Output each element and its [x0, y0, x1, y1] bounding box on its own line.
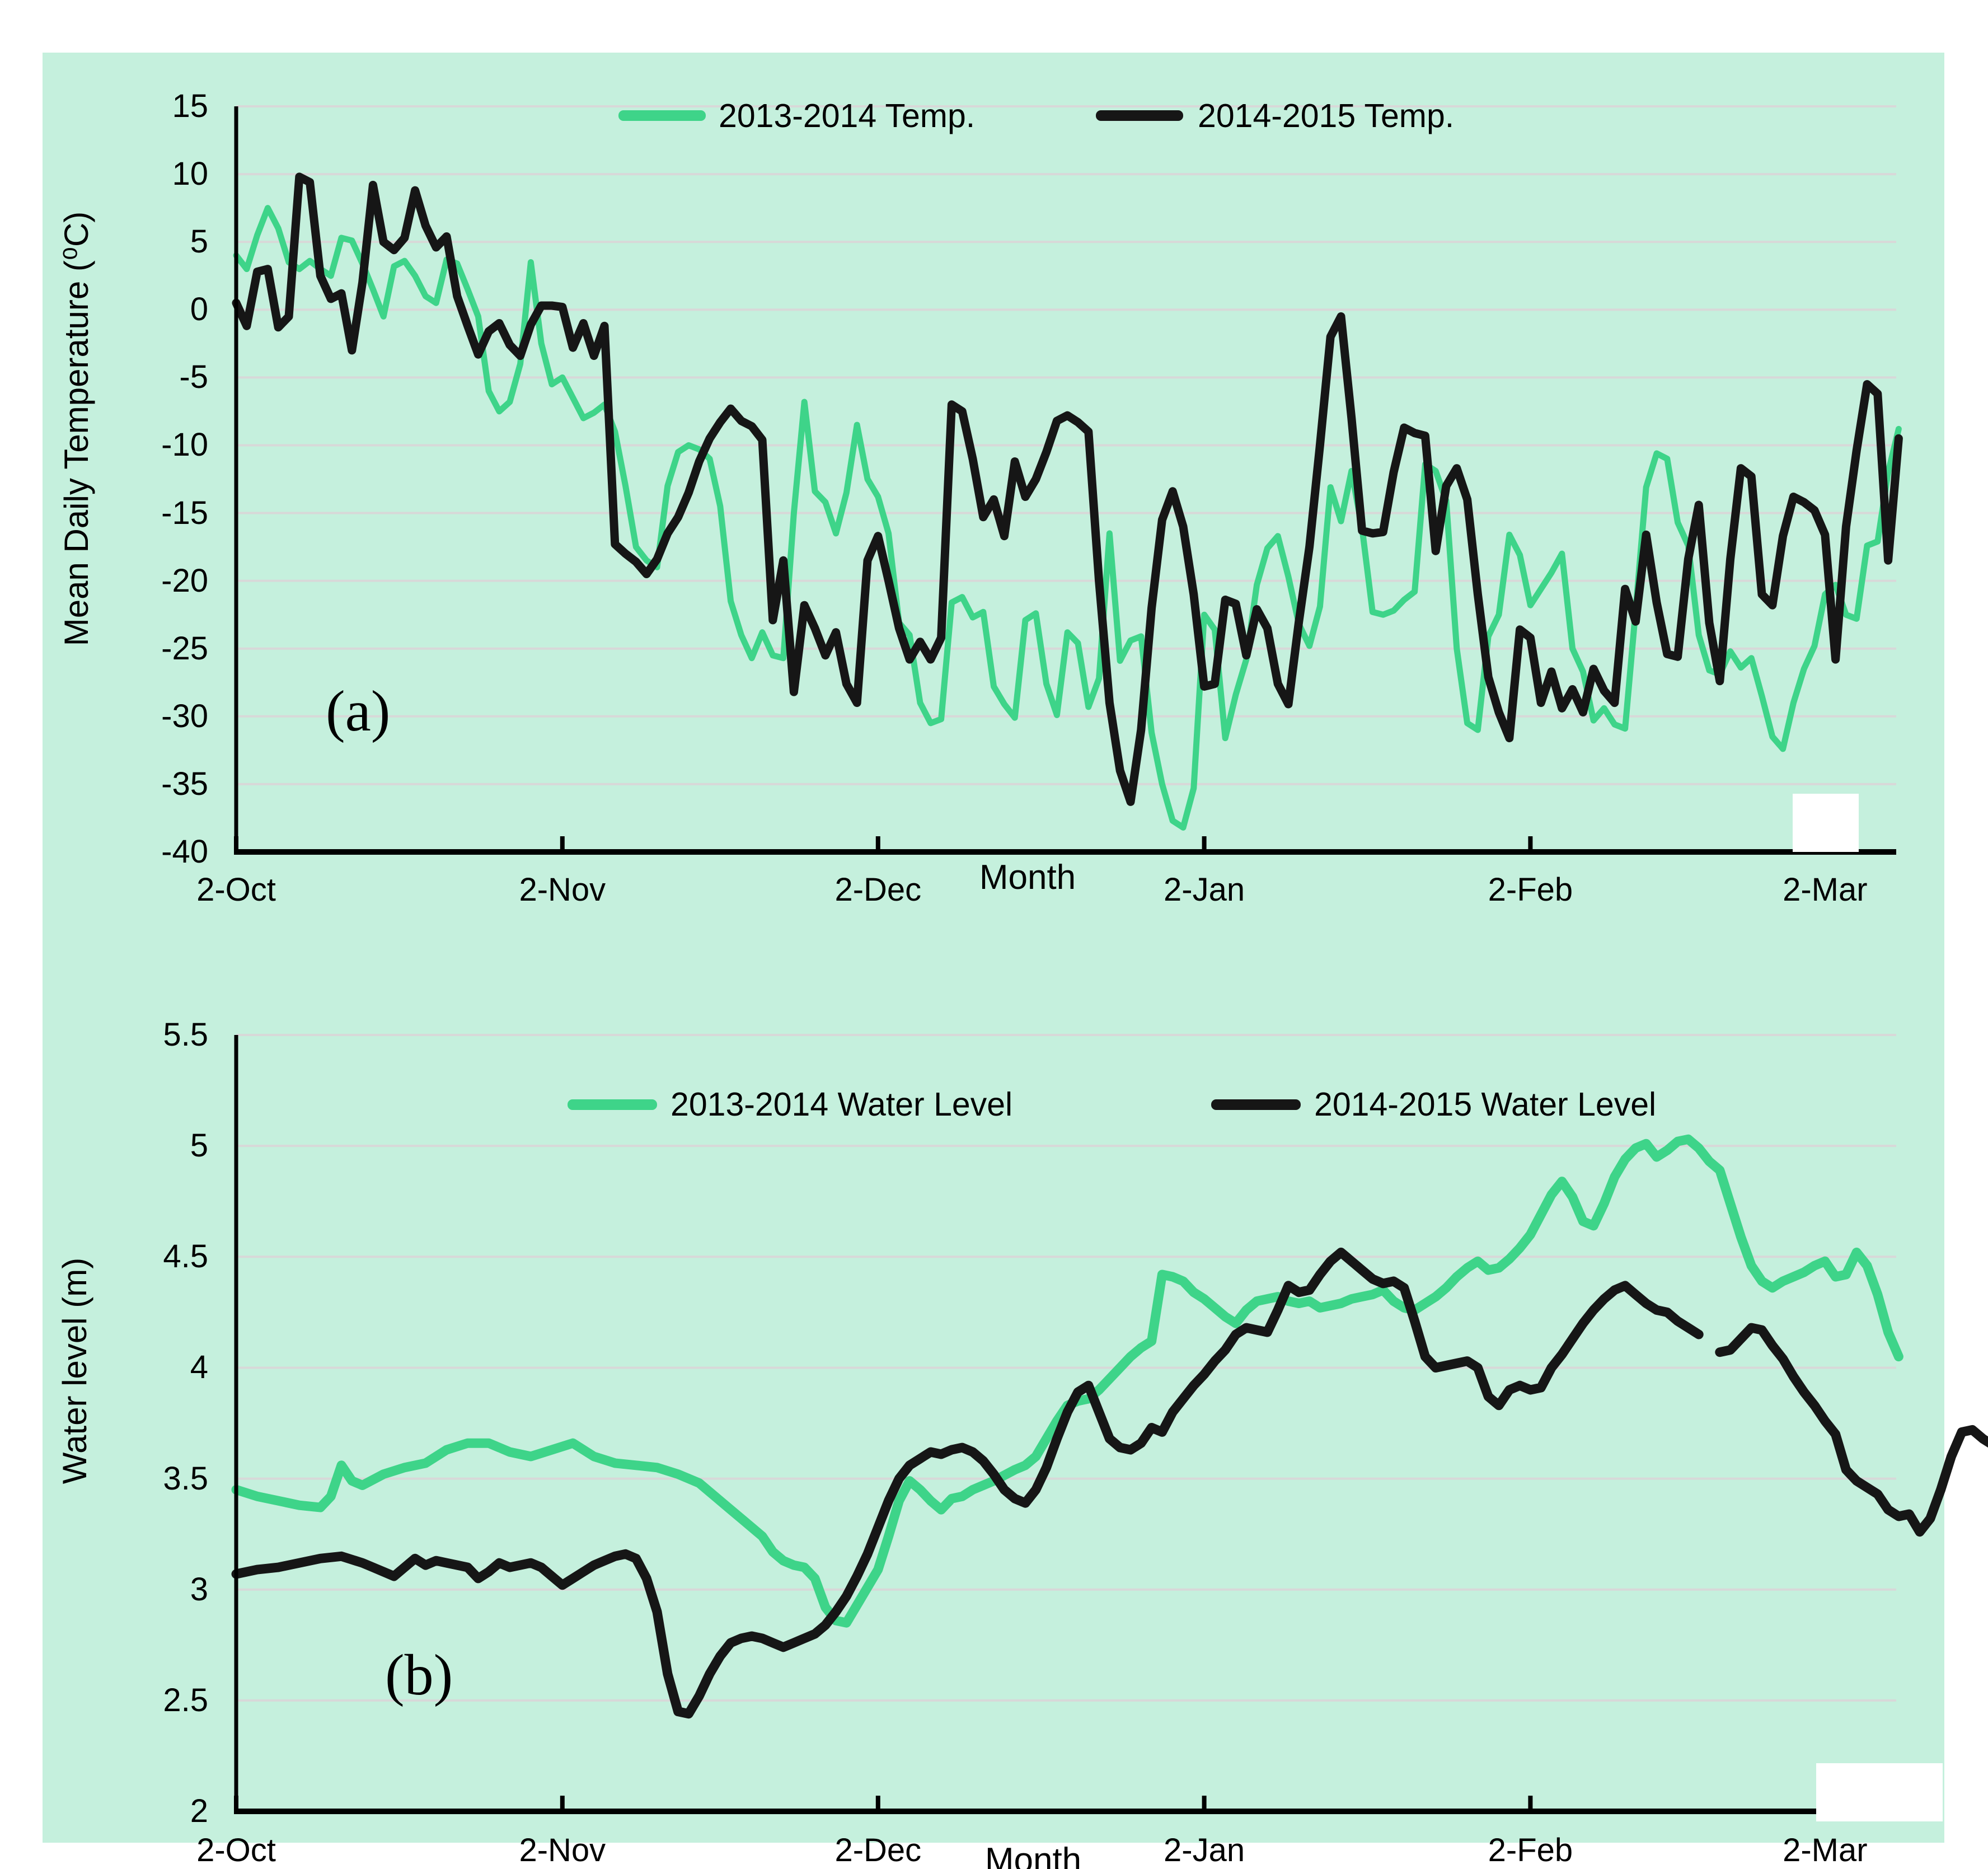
y-tick-label: -20: [161, 562, 208, 599]
y-tick-label: -15: [161, 494, 208, 531]
y-tick-label: -30: [161, 697, 208, 734]
mint-canvas: Mean Daily Temperature (⁰C) Water level …: [43, 53, 1988, 1869]
y-tick-label: 10: [172, 156, 208, 193]
temperature-chart: [232, 105, 1903, 855]
panel-b-x-axis-title: Month: [984, 1841, 1082, 1869]
panel-a-y-axis-title: Mean Daily Temperature (⁰C): [58, 211, 95, 647]
series-2014-2015: [1715, 1323, 1988, 1537]
x-tick-label: 2-Feb: [1488, 872, 1573, 908]
x-tick-label: 2-Mar: [1783, 1832, 1868, 1868]
series-2013-2014: [231, 1134, 1903, 1628]
y-tick-label: -40: [161, 833, 208, 870]
white-patch-panel-a: [1793, 794, 1859, 852]
water-level-panel: 2013-2014 Water Level 2014-2015 Water Le…: [163, 978, 1988, 1869]
x-tick-label: 2-Jan: [1164, 1832, 1245, 1868]
y-tick-label: 2.5: [163, 1681, 208, 1718]
y-tick-label: 5.5: [163, 1017, 208, 1053]
legend-label-2014-2015-water: 2014-2015 Water Level: [1314, 1086, 1657, 1123]
y-tick-label: -35: [161, 765, 208, 802]
panel-b-letter: (b): [385, 1643, 453, 1707]
x-tick-label: 2-Nov: [519, 1832, 606, 1868]
x-tick-label: 2-Jan: [1164, 872, 1245, 908]
x-tick-label: 2-Feb: [1488, 1832, 1573, 1868]
x-tick-label: 2-Oct: [196, 872, 276, 908]
legend-swatch-2014-2015-temp: [1096, 110, 1183, 121]
legend-label-2013-2014-water: 2013-2014 Water Level: [671, 1086, 1013, 1123]
y-tick-label: 4: [190, 1349, 208, 1386]
panel-a-letter: (a): [326, 679, 391, 743]
x-tick-label: 2-Mar: [1783, 872, 1868, 908]
y-tick-label: 4.5: [163, 1238, 208, 1275]
y-tick-label: 0: [190, 291, 208, 328]
series-2013-2014: [233, 205, 1902, 831]
series-2014-2015: [231, 1247, 1704, 1719]
panel-b-y-axis-title: Water level (m): [56, 1257, 93, 1484]
y-tick-label: 3: [190, 1571, 208, 1608]
legend-swatch-2013-2014-temp: [618, 110, 706, 121]
y-tick-label: 15: [172, 88, 208, 124]
series-2014-2015: [232, 172, 1903, 806]
legend-swatch-2014-2015-water: [1211, 1099, 1301, 1110]
y-tick-label: -10: [161, 427, 208, 463]
white-patch-panel-b: [1816, 1763, 1943, 1821]
legend-label-2014-2015-temp: 2014-2015 Temp.: [1198, 97, 1455, 134]
legend-swatch-2013-2014-water: [568, 1099, 657, 1110]
y-tick-label: 3.5: [163, 1460, 208, 1497]
temperature-panel: 2013-2014 Temp. 2014-2015 Temp. (a) Mont…: [161, 49, 1903, 1001]
y-tick-label: -25: [161, 630, 208, 667]
y-tick-label: 5: [190, 223, 208, 260]
y-tick-label: 2: [190, 1793, 208, 1830]
panel-a-x-axis-title: Month: [979, 858, 1076, 897]
x-tick-label: 2-Oct: [196, 1832, 276, 1868]
x-tick-label: 2-Dec: [834, 872, 922, 908]
x-tick-label: 2-Nov: [519, 872, 606, 908]
x-tick-label: 2-Dec: [834, 1832, 922, 1868]
legend-label-2013-2014-temp: 2013-2014 Temp.: [719, 97, 976, 134]
water-level-chart: [231, 1034, 1988, 1814]
y-tick-label: 5: [190, 1127, 208, 1164]
y-tick-label: -5: [179, 359, 208, 396]
